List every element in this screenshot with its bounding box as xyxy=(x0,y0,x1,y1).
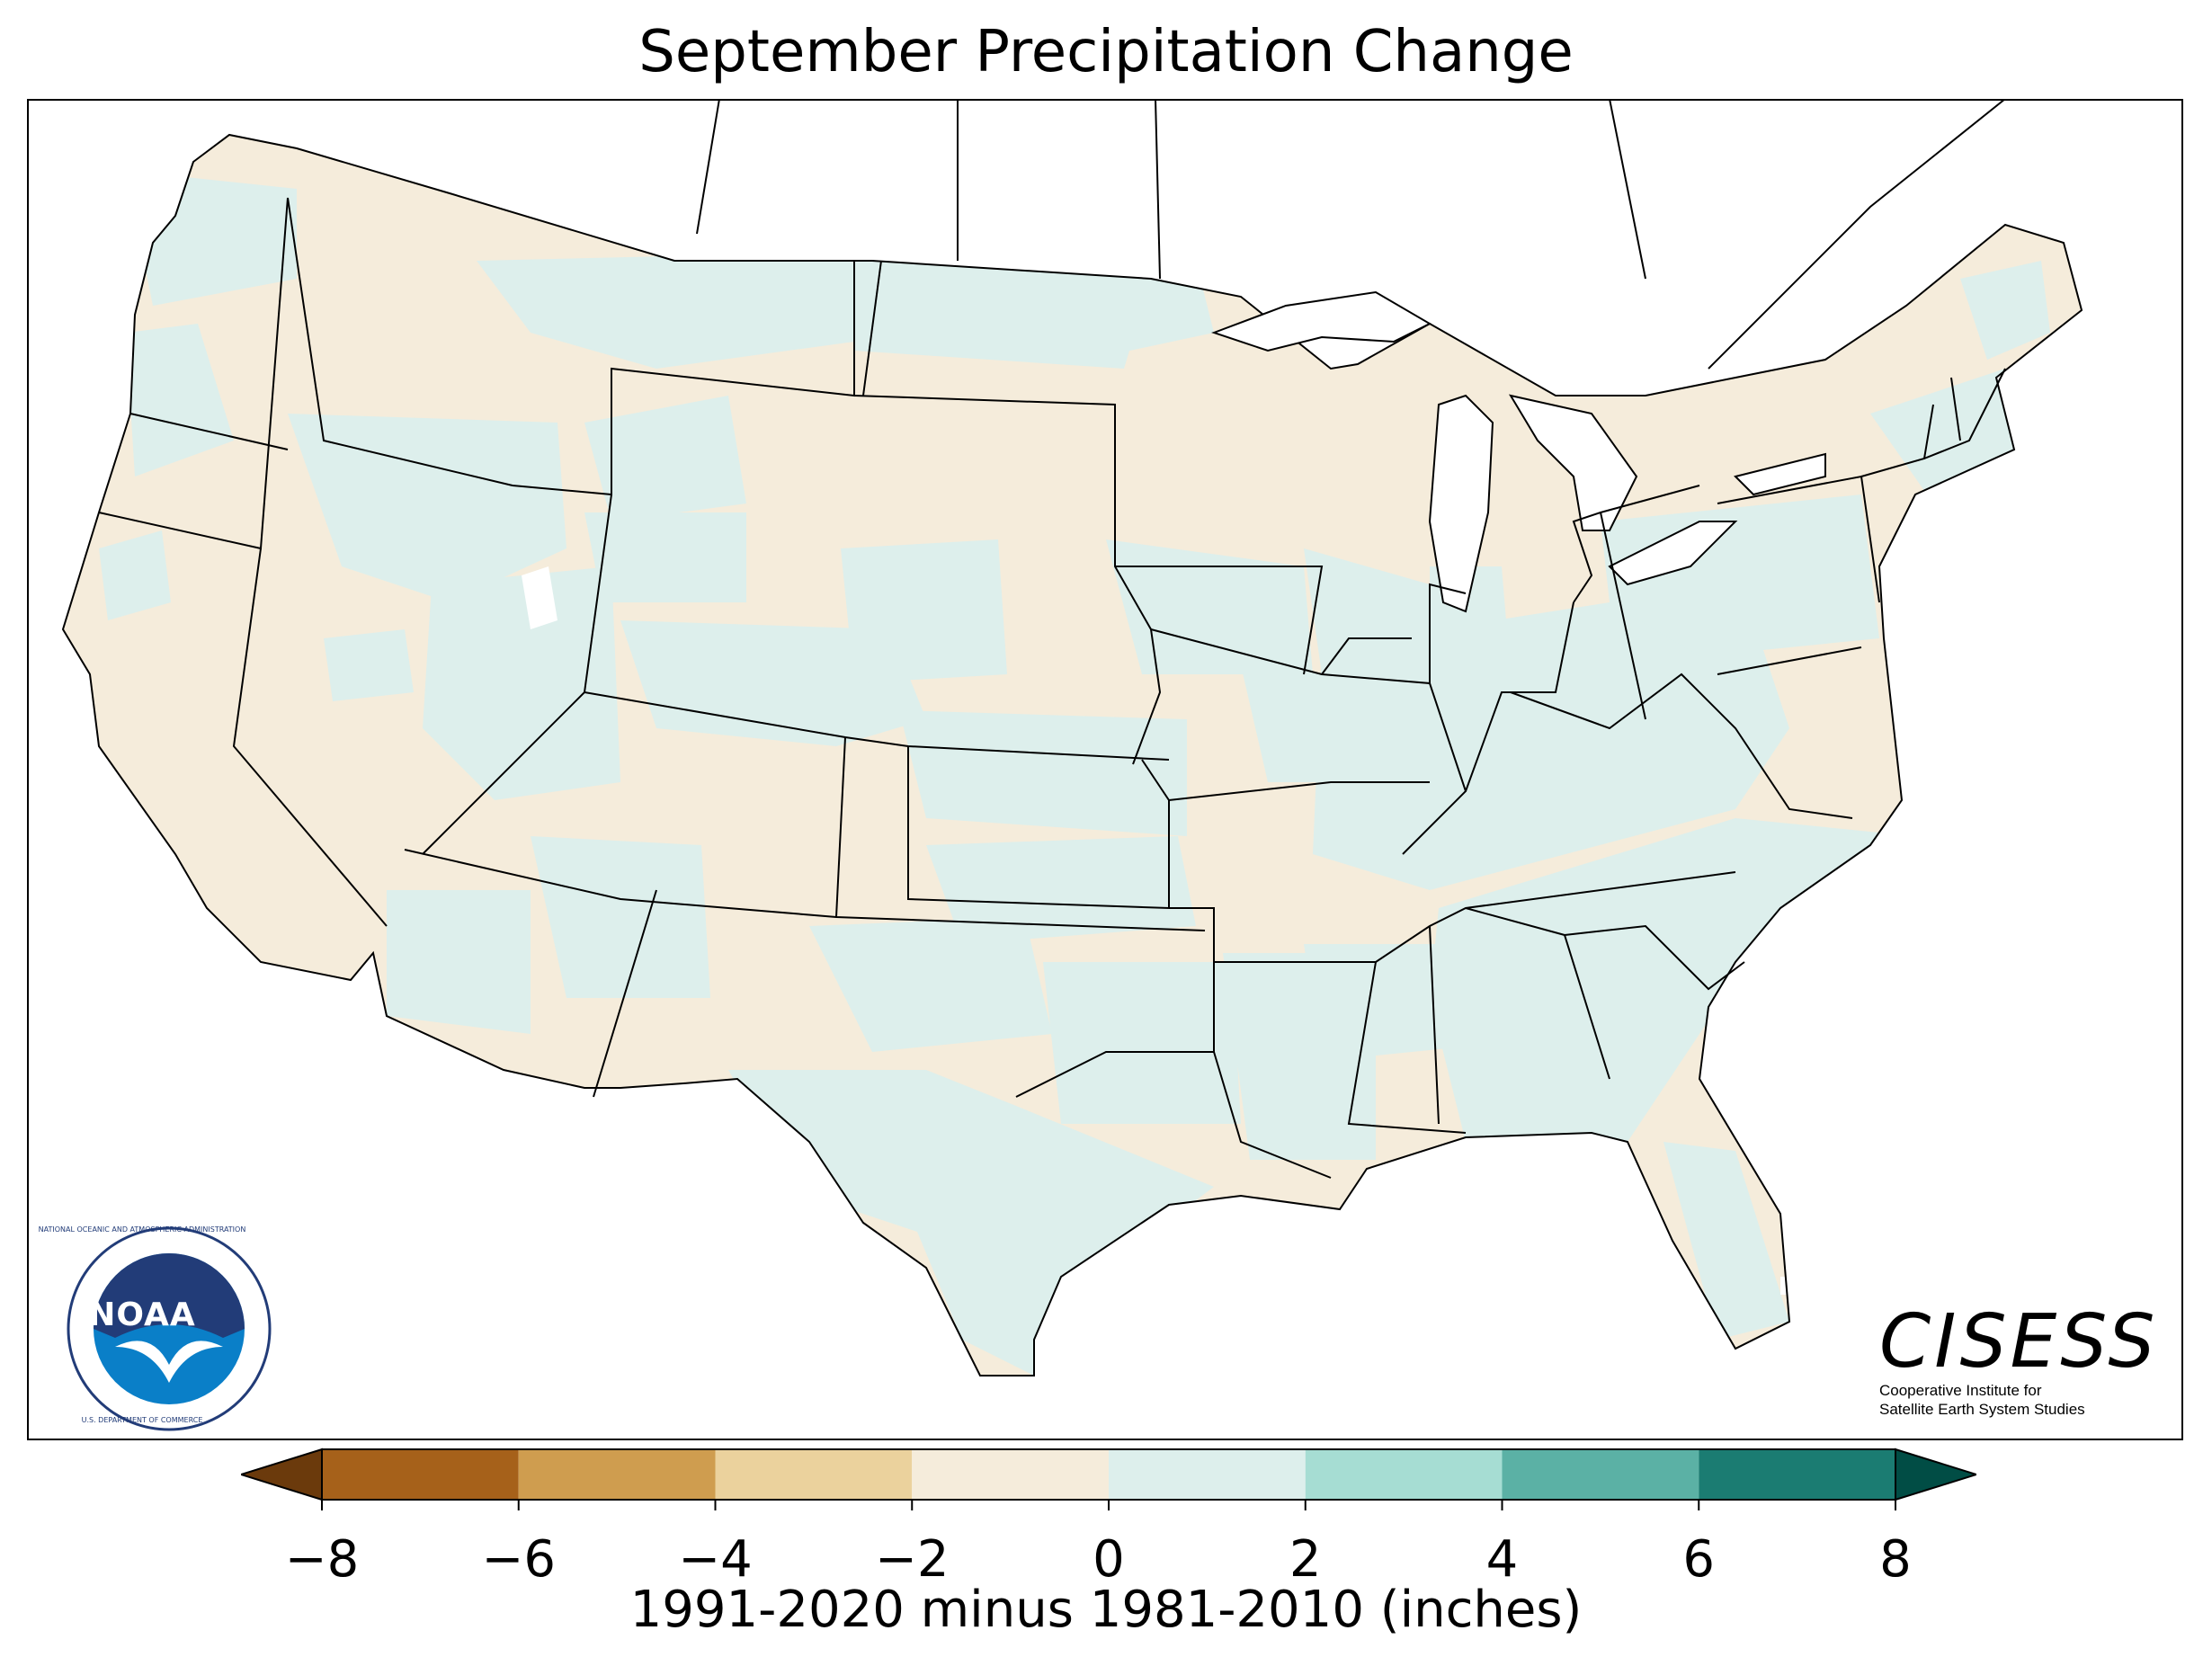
colorbar-tick-label: 6 xyxy=(1682,1530,1715,1589)
colorbar-bin-7 xyxy=(1699,1449,1895,1500)
colorbar-bin-6 xyxy=(1502,1449,1699,1500)
colorbar-tick-label: −2 xyxy=(875,1530,950,1589)
state-borders xyxy=(98,197,2006,1179)
noaa-text-overlay: NOAA NATIONAL OCEANIC AND ATMOSPHERIC AD… xyxy=(34,1218,250,1434)
noaa-ring-text: NATIONAL OCEANIC AND ATMOSPHERIC ADMINIS… xyxy=(38,1225,246,1234)
colorbar-tick-label: 2 xyxy=(1289,1530,1322,1589)
colorbar-tick-label: 4 xyxy=(1486,1530,1519,1589)
colorbar-bin-0 xyxy=(322,1449,519,1500)
colorbar-tick-label: −6 xyxy=(481,1530,556,1589)
conus-outline xyxy=(61,133,2083,1376)
colorbar: −8 −6 −4 −2 0 2 4 6 8 xyxy=(241,1448,1976,1589)
great-lakes xyxy=(1211,290,1826,613)
colorbar-tick-label: −8 xyxy=(285,1530,360,1589)
lake-ontario xyxy=(1734,452,1826,496)
colorbar-bin-5 xyxy=(1305,1449,1503,1500)
colorbar-bins xyxy=(322,1449,1895,1500)
noaa-bottom-text: U.S. DEPARTMENT OF COMMERCE xyxy=(81,1416,203,1424)
colorbar-bin-4 xyxy=(1109,1449,1306,1500)
cisess-line1: Cooperative Institute for xyxy=(1879,1382,2042,1399)
colorbar-over-arrow xyxy=(1895,1448,1976,1501)
noaa-wordmark: NOAA xyxy=(88,1296,196,1333)
colorbar-ticks: −8 −6 −4 −2 0 2 4 6 8 xyxy=(285,1500,1912,1589)
precipitation-change-map xyxy=(27,99,2183,1440)
lake-superior xyxy=(1211,290,1432,352)
noaa-globe-top xyxy=(94,1253,245,1338)
map-title: September Precipitation Change xyxy=(638,19,1574,85)
cisess-name: CISESS xyxy=(1879,1299,2159,1385)
lake-michigan xyxy=(1428,394,1494,613)
wet-anomaly-regions xyxy=(99,171,2050,1376)
seagull-icon xyxy=(115,1341,223,1383)
colorbar-bin-3 xyxy=(912,1449,1109,1500)
cisess-logo: CISESS Cooperative Institute for Satelli… xyxy=(1879,1304,2167,1430)
canada-borders xyxy=(696,99,2006,370)
colorbar-tick-label: −4 xyxy=(678,1530,753,1589)
colorbar-label: 1991-2020 minus 1981-2010 (inches) xyxy=(629,1581,1583,1639)
lake-erie xyxy=(1608,521,1738,586)
colorbar-tick-label: 8 xyxy=(1879,1530,1912,1589)
cisess-line2: Satellite Earth System Studies xyxy=(1879,1401,2085,1418)
lake-huron xyxy=(1508,394,1638,531)
colorbar-under-arrow xyxy=(241,1448,323,1501)
colorbar-tick-label: 0 xyxy=(1093,1530,1125,1589)
colorbar-bin-1 xyxy=(518,1449,716,1500)
colorbar-bin-2 xyxy=(715,1449,913,1500)
noaa-logo xyxy=(67,1226,272,1431)
